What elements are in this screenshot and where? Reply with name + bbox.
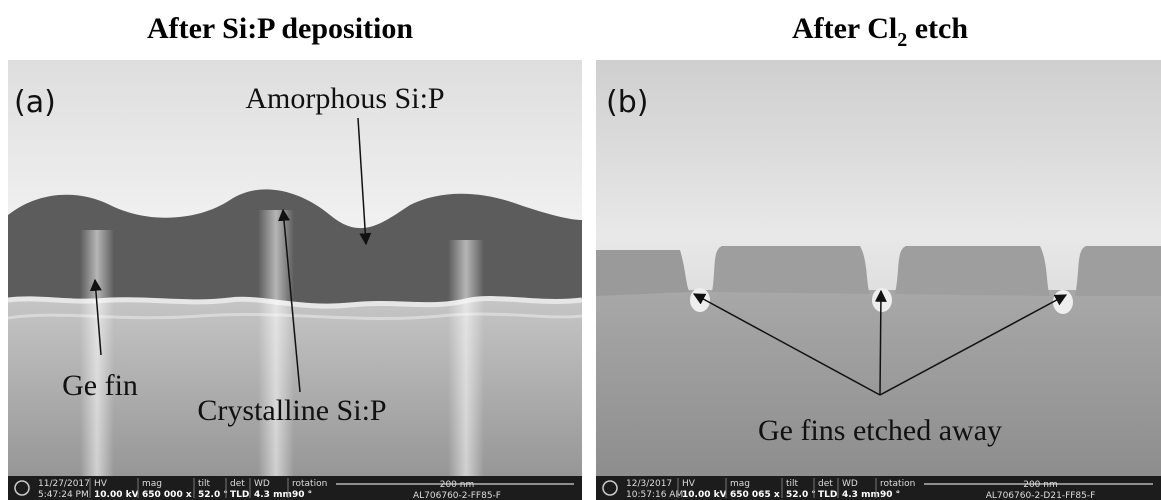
databar-key: mag xyxy=(730,479,750,489)
panel-title: After Si:P deposition xyxy=(147,12,413,45)
databar-key: det xyxy=(230,479,245,489)
sample-id: AL706760-2-FF85-F xyxy=(413,491,501,500)
databar-key: WD xyxy=(842,479,858,489)
annotation: Crystalline Si:P xyxy=(197,394,386,427)
databar-key: HV xyxy=(682,479,696,489)
databar-key: tilt xyxy=(786,479,799,489)
databar-key: tilt xyxy=(198,479,211,489)
annotation: Amorphous Si:P xyxy=(245,82,444,115)
databar-value: 650 000 x xyxy=(142,490,192,500)
databar-key: rotation xyxy=(292,479,327,489)
databar-key: det xyxy=(818,479,833,489)
scale-label: 200 nm xyxy=(1023,480,1058,490)
databar-value: 90 ° xyxy=(292,490,312,500)
databar-value: 650 065 x xyxy=(730,490,780,500)
panel-title: After Cl2 etch xyxy=(792,12,968,51)
databar-value: TLD xyxy=(230,490,249,500)
databar-date: 12/3/2017 xyxy=(626,479,672,489)
sample-id: AL706760-2-D21-FF85-F xyxy=(986,491,1096,500)
annotation: Ge fins etched away xyxy=(758,414,1002,447)
databar-time: 10:57:16 AM xyxy=(626,490,683,500)
title-subscript: 2 xyxy=(897,29,907,51)
databar-value: 10.00 kV xyxy=(682,490,727,500)
databar-key: HV xyxy=(94,479,108,489)
databar-value: 52.0 ° xyxy=(786,490,816,500)
annotation: Ge fin xyxy=(62,369,138,402)
title-part: After Cl xyxy=(792,12,897,45)
databar-key: WD xyxy=(254,479,270,489)
databar-value: 4.3 mm xyxy=(254,490,292,500)
databar-value: TLD xyxy=(818,490,837,500)
databar-value: 10.00 kV xyxy=(94,490,139,500)
databar-value: 4.3 mm xyxy=(842,490,880,500)
panel-label: (b) xyxy=(606,85,648,120)
databar-key: rotation xyxy=(880,479,915,489)
arrow xyxy=(880,291,881,395)
title-part: etch xyxy=(907,12,968,45)
databar-time: 5:47:24 PM xyxy=(38,490,89,500)
figure: After Si:P deposition After Cl2 etch (a)… xyxy=(0,0,1161,500)
databar-value: 52.0 ° xyxy=(198,490,228,500)
databar-date: 11/27/2017 xyxy=(38,479,90,489)
sem-image-a xyxy=(8,60,582,500)
panel-label: (a) xyxy=(14,85,56,120)
scale-label: 200 nm xyxy=(440,480,475,490)
databar-key: mag xyxy=(142,479,162,489)
databar-value: 90 ° xyxy=(880,490,900,500)
